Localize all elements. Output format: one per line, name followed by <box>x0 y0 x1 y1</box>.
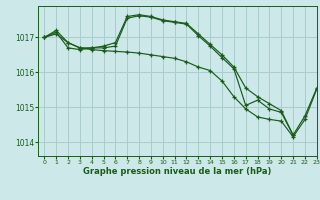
X-axis label: Graphe pression niveau de la mer (hPa): Graphe pression niveau de la mer (hPa) <box>84 167 272 176</box>
